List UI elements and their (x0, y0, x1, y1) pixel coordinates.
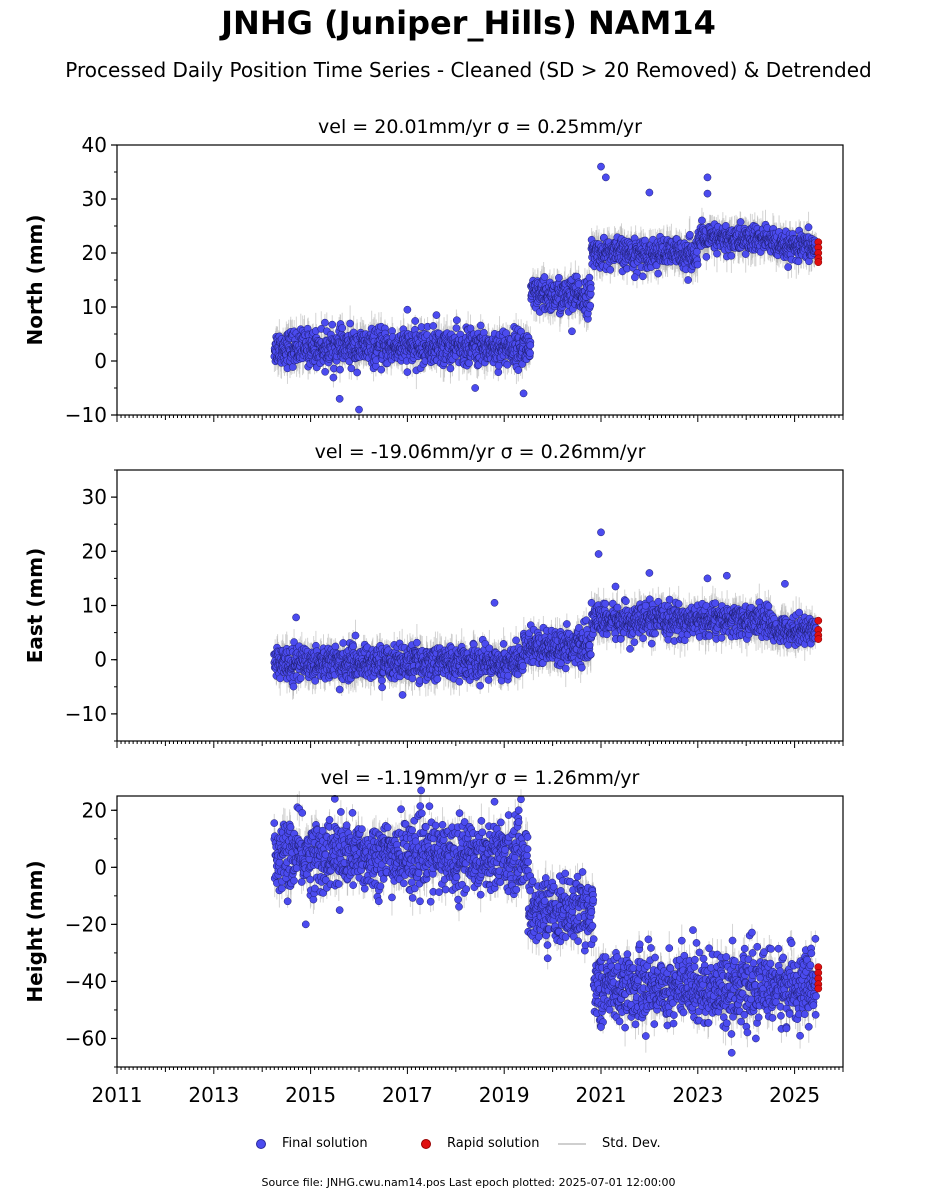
panel-1-final-point (686, 231, 693, 238)
panel-1-final-point (597, 163, 604, 170)
panel-1-y-tick-label: −10 (65, 403, 107, 427)
panel-1-final-point (655, 270, 662, 277)
panel-1-final-point (646, 189, 653, 196)
panel-1-final-point (355, 406, 362, 413)
panel-1-final-point (631, 274, 638, 281)
panel-1-final-point (586, 274, 593, 281)
panel-1-final-point (607, 266, 614, 273)
panel-1-final-point (336, 366, 343, 373)
panel-1-final-point (785, 263, 792, 270)
panel-1-final-point (433, 312, 440, 319)
panel-1-final-point (404, 306, 411, 313)
panel-1-final-point (526, 349, 533, 356)
panel-1-final-point (704, 190, 711, 197)
panel-1-final-point (555, 274, 562, 281)
panel-1-final-point (602, 174, 609, 181)
panel-1-frame (117, 145, 843, 415)
panel-1-final-point (568, 328, 575, 335)
panel-1-final-point (737, 218, 744, 225)
panel-1-rapid-point (815, 259, 822, 266)
panel-1-y-axis-label: North (mm) (23, 214, 47, 345)
panel-1-final-point (694, 261, 701, 268)
panel-1-final-point (321, 319, 328, 326)
panel-1-final-point (430, 322, 437, 329)
panel-1-final-point (472, 384, 479, 391)
panel-1-final-point (354, 369, 361, 376)
panel-1-final-point (587, 302, 594, 309)
panel-1-final-point (289, 363, 296, 370)
panel-1-final-point (515, 367, 522, 374)
panel-1-y-tick-label: 30 (82, 187, 107, 211)
panel-1-final-point (322, 368, 329, 375)
panel-1-final-point (336, 395, 343, 402)
panel-1-final-point (495, 362, 502, 369)
panel-1-final-point (447, 365, 454, 372)
panel-1-final-point (795, 258, 802, 265)
panel-1-final-point (541, 273, 548, 280)
panel-1-final-point (713, 250, 720, 257)
panel-1-final-point (685, 276, 692, 283)
panel-1-final-point (495, 369, 502, 376)
panel-1-y-tick-label: 40 (82, 133, 107, 157)
panel-1-final-point (412, 317, 419, 324)
panel-1-final-point (587, 285, 594, 292)
panel-1-final-point (639, 273, 646, 280)
panel-1-final-point (465, 360, 472, 367)
panel-1-final-point (698, 217, 705, 224)
panel-1-final-point (728, 252, 735, 259)
panel-1-final-point (704, 174, 711, 181)
panel-1-final-point (477, 322, 484, 329)
panel-1-final-point (805, 224, 812, 231)
panel-1-y-tick-label: 10 (82, 295, 107, 319)
panel-1-title: vel = 20.01mm/yr σ = 0.25mm/yr (318, 116, 642, 138)
panel-1-final-point (329, 321, 336, 328)
panel-1-final-point (453, 317, 460, 324)
panel-1-y-tick-label: 20 (82, 241, 107, 265)
panel-1-final-point (703, 253, 710, 260)
panel-1-final-point (339, 324, 346, 331)
panel-1-right-mask (843, 105, 937, 455)
panel-1-final-point (378, 366, 385, 373)
panel-1-y-tick-label: 0 (94, 349, 107, 373)
panel-1-final-point (527, 342, 534, 349)
panel-1-final-point (520, 390, 527, 397)
panel-1-final-point (453, 324, 460, 331)
panel-1-final-point (404, 368, 411, 375)
panel-1-final-point (347, 320, 354, 327)
panel-1-final-point (330, 374, 337, 381)
